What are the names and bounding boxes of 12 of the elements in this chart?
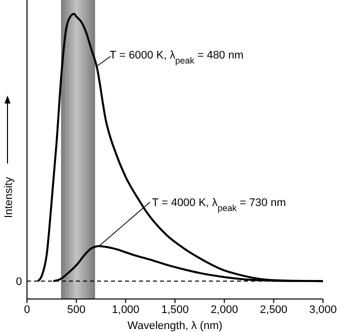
x-tick-label: 3,000	[309, 304, 337, 316]
x-tick-label: 2,000	[210, 304, 238, 316]
annotation: T = 6000 K, λ$_{peak}$ = 480 nm	[110, 49, 244, 66]
y-axis-title: Intensity	[3, 176, 15, 218]
x-tick-label: 1,000	[112, 304, 140, 316]
ref-line-label: 0	[16, 276, 22, 288]
x-axis-title: Wavelength, λ (nm)	[128, 320, 222, 332]
x-tick-label: 1,500	[161, 304, 189, 316]
x-tick-label: 0	[24, 304, 30, 316]
x-tick-label: 2,500	[260, 304, 288, 316]
x-tick-label: 500	[67, 304, 86, 316]
annotation: T = 4000 K, λ$_{peak}$ = 730 nm	[152, 197, 286, 214]
